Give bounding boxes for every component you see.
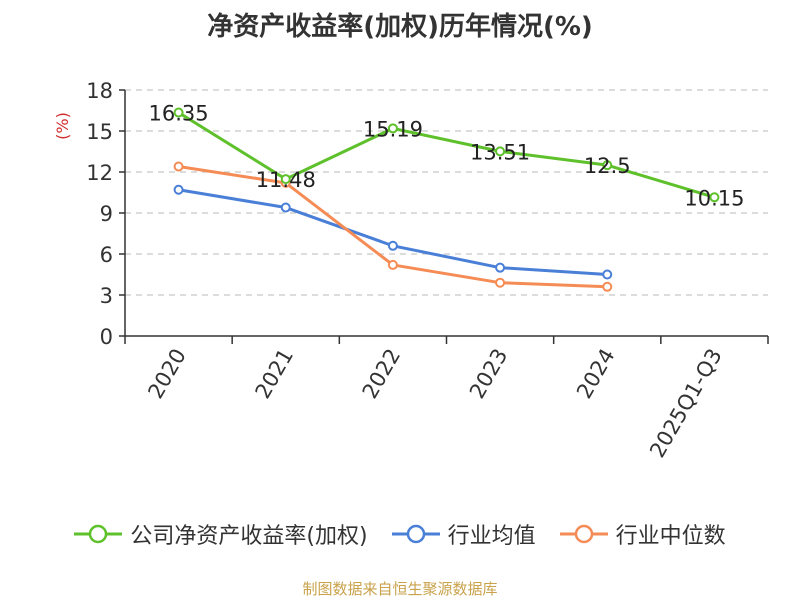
data-point xyxy=(387,240,398,251)
data-label: 13.51 xyxy=(470,140,530,164)
y-tick-label: 18 xyxy=(86,79,113,103)
data-label: 15.19 xyxy=(363,117,423,141)
grid-layer xyxy=(125,89,768,296)
legend-swatch-icon xyxy=(74,524,123,544)
y-tick-label: 12 xyxy=(86,161,113,185)
legend-item: 公司净资产收益率(加权) xyxy=(74,518,368,550)
data-point xyxy=(495,277,506,288)
legend-swatch-icon xyxy=(391,524,440,544)
data-point xyxy=(173,184,184,195)
data-point xyxy=(602,269,613,280)
data-point xyxy=(495,146,506,157)
legend-label: 公司净资产收益率(加权) xyxy=(130,524,368,549)
data-label: 10.15 xyxy=(684,186,744,210)
data-label: 11.48 xyxy=(256,168,316,192)
axis-layer: 0 3 6 9 12 15 18 2020 2021 2022 2023 2024 2025Q1-Q3 xyxy=(86,79,769,462)
legend-item: 行业中位数 xyxy=(559,518,726,550)
data-point xyxy=(387,123,398,134)
y-tick-label: 9 xyxy=(100,202,113,226)
data-point xyxy=(173,107,184,118)
x-tick-label: 2022 xyxy=(358,345,406,403)
source-footnote: 制图数据来自恒生聚源数据库 xyxy=(302,580,498,598)
data-label-layer: 16.35 11.48 15.19 13.51 12.5 10.15 xyxy=(149,102,745,211)
x-tick-label: 2025Q1-Q3 xyxy=(645,345,727,462)
data-point xyxy=(495,262,506,273)
x-tick-label: 2023 xyxy=(465,345,513,403)
series-line xyxy=(177,111,715,199)
x-tick-label: 2020 xyxy=(143,345,191,403)
data-label: 12.5 xyxy=(584,154,631,178)
y-tick-label: 6 xyxy=(100,243,113,267)
y-tick-label: 15 xyxy=(86,120,113,144)
legend-item: 行业均值 xyxy=(391,518,536,550)
x-tick-label: 2021 xyxy=(251,345,299,403)
y-tick-label: 3 xyxy=(100,284,113,308)
chart-title: 净资产收益率(加权)历年情况(%) xyxy=(207,12,593,42)
data-point xyxy=(602,160,613,171)
data-point xyxy=(709,192,720,203)
legend-label: 行业中位数 xyxy=(615,524,726,549)
legend-label: 行业均值 xyxy=(447,524,536,549)
data-point xyxy=(173,161,184,172)
y-axis-title: (%) xyxy=(53,112,72,140)
legend-swatch-icon xyxy=(559,524,608,544)
data-point xyxy=(280,202,291,213)
y-tick-label: 0 xyxy=(100,325,113,349)
legend: 公司净资产收益率(加权) 行业均值 行业中位数 xyxy=(0,518,800,550)
x-tick-label: 2024 xyxy=(572,345,620,403)
data-label: 16.35 xyxy=(149,102,209,126)
series-layer xyxy=(173,107,720,292)
data-point xyxy=(602,281,613,292)
data-point xyxy=(387,259,398,270)
data-point xyxy=(280,174,291,185)
